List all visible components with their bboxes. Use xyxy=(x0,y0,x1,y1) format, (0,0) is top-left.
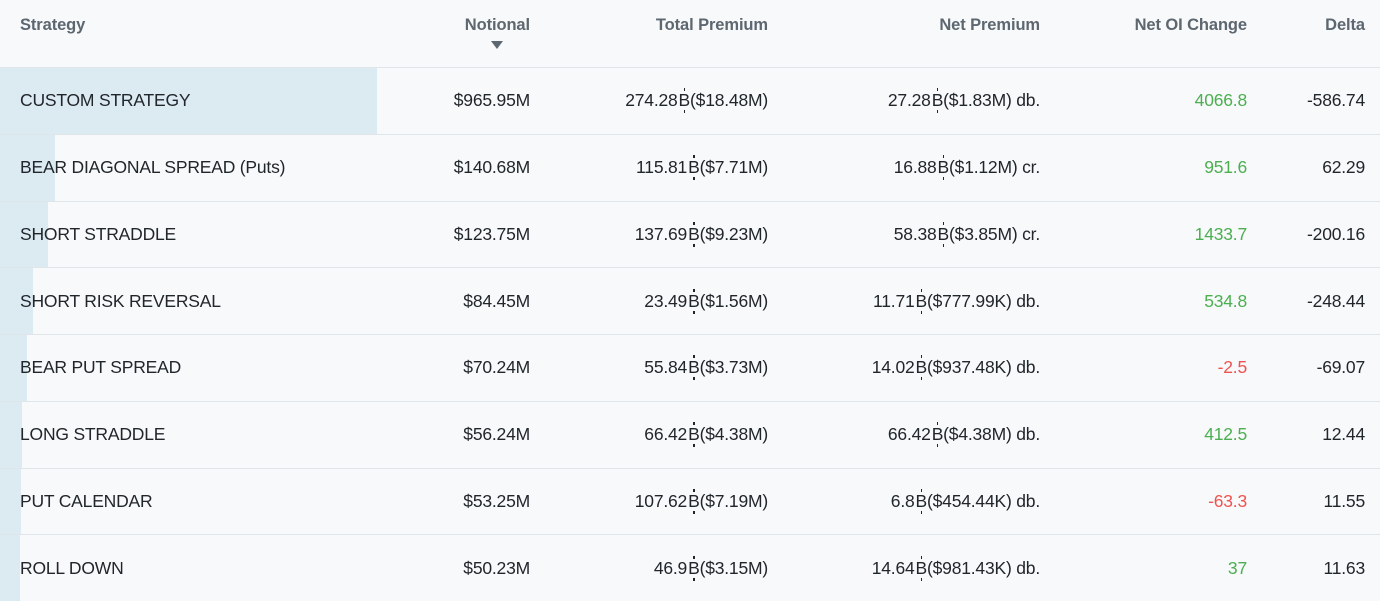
bitcoin-symbol: B xyxy=(915,555,928,581)
delta-cell: -200.16 xyxy=(1307,223,1365,244)
net-premium-cell: 58.38 B ($3.85M) cr. xyxy=(893,221,1040,247)
strategy-cell: LONG STRADDLE xyxy=(20,424,166,445)
strategy-cell: BEAR PUT SPREAD xyxy=(20,357,182,378)
net-premium-cell: 11.71 B ($777.99K) db. xyxy=(873,288,1040,314)
bitcoin-symbol: B xyxy=(688,555,700,581)
total-premium-cell: 274.28 B ($18.48M) xyxy=(625,88,768,114)
table-row[interactable]: ROLL DOWN $50.23M 46.9 B ($3.15M) 14.64 B ($9… xyxy=(0,534,1380,601)
delta-cell: 12.44 xyxy=(1322,424,1365,445)
column-header-delta[interactable]: Delta xyxy=(1247,0,1365,67)
net-premium-cell: 16.88 B ($1.12M) cr. xyxy=(893,155,1040,181)
column-header-net-oi-change[interactable]: Net OI Change xyxy=(1040,0,1247,67)
table-row[interactable]: BEAR DIAGONAL SPREAD (Puts) $140.68M 115.8… xyxy=(0,133,1380,201)
net-premium-cell: 27.28 B ($1.83M) db. xyxy=(887,88,1040,114)
delta-cell: -248.44 xyxy=(1307,290,1365,311)
bitcoin-symbol: B xyxy=(937,155,950,181)
column-header-net-oi-change-label: Net OI Change xyxy=(1134,16,1247,34)
total-premium-cell: 46.9 B ($3.15M) xyxy=(653,555,768,581)
notional-bar xyxy=(0,268,33,334)
delta-cell: 11.63 xyxy=(1323,557,1366,578)
strategy-cell: ROLL DOWN xyxy=(20,557,124,578)
column-header-notional[interactable]: Notional xyxy=(380,0,530,67)
table-row[interactable]: SHORT RISK REVERSAL $84.45M 23.49 B ($1.56M… xyxy=(0,267,1380,334)
delta-cell: 62.29 xyxy=(1322,157,1365,178)
net-premium-cell: 6.8 B ($454.44K) db. xyxy=(890,488,1040,514)
net-premium-cell: 14.64 B ($981.43K) db. xyxy=(871,555,1040,581)
bitcoin-symbol: B xyxy=(931,422,944,448)
total-premium-cell: 55.84 B ($3.73M) xyxy=(644,355,768,381)
table-row[interactable]: SHORT STRADDLE $123.75M 137.69 B ($9.23M) 58… xyxy=(0,200,1380,268)
strategy-cell: SHORT RISK REVERSAL xyxy=(20,290,221,311)
bitcoin-symbol: B xyxy=(688,155,700,181)
table-row[interactable]: BEAR PUT SPREAD $70.24M 55.84 B ($3.73M) 14.… xyxy=(0,334,1380,401)
notional-bar xyxy=(0,335,28,401)
table-row[interactable]: LONG STRADDLE $56.24M 66.42 B ($4.38M) 66.42… xyxy=(0,400,1380,468)
notional-cell: $84.45M xyxy=(463,290,530,311)
net-oi-change-cell: 951.6 xyxy=(1204,157,1247,178)
bitcoin-symbol: B xyxy=(688,488,700,514)
table-body: CUSTOM STRATEGY $965.95M 274.28 B ($18.48M)… xyxy=(0,67,1380,601)
strategy-cell: SHORT STRADDLE xyxy=(20,223,177,244)
bitcoin-symbol: B xyxy=(678,88,691,114)
column-header-total-premium[interactable]: Total Premium xyxy=(530,0,768,67)
bitcoin-symbol: B xyxy=(915,488,928,514)
notional-cell: $50.23M xyxy=(463,557,530,578)
strategy-cell: CUSTOM STRATEGY xyxy=(20,90,191,111)
bitcoin-symbol: B xyxy=(915,355,928,381)
notional-cell: $56.24M xyxy=(463,424,530,445)
net-oi-change-cell: 4066.8 xyxy=(1194,90,1248,111)
column-header-net-premium-label: Net Premium xyxy=(939,16,1040,34)
bitcoin-symbol: B xyxy=(937,221,950,247)
notional-cell: $123.75M xyxy=(453,223,530,244)
net-oi-change-cell: 1433.7 xyxy=(1194,223,1248,244)
bitcoin-symbol: B xyxy=(931,88,944,114)
notional-cell: $53.25M xyxy=(463,490,530,511)
notional-bar xyxy=(0,401,22,468)
table-row[interactable]: PUT CALENDAR $53.25M 107.62 B ($7.19M) 6.8 B … xyxy=(0,467,1380,535)
bitcoin-symbol: B xyxy=(688,288,700,314)
net-oi-change-cell: 412.5 xyxy=(1204,424,1247,445)
total-premium-cell: 107.62 B ($7.19M) xyxy=(634,488,768,514)
bitcoin-symbol: B xyxy=(915,288,928,314)
net-oi-change-cell: -63.3 xyxy=(1208,490,1247,511)
column-header-notional-label: Notional xyxy=(464,16,530,34)
sort-desc-icon xyxy=(491,41,504,49)
column-header-total-premium-label: Total Premium xyxy=(655,16,768,34)
table-row[interactable]: CUSTOM STRATEGY $965.95M 274.28 B ($18.48M)… xyxy=(0,67,1380,134)
total-premium-cell: 23.49 B ($1.56M) xyxy=(644,288,768,314)
column-header-strategy[interactable]: Strategy xyxy=(0,0,380,67)
notional-bar xyxy=(0,468,21,535)
bitcoin-symbol: B xyxy=(688,422,700,448)
delta-cell: 11.55 xyxy=(1323,490,1366,511)
notional-cell: $965.95M xyxy=(453,90,530,111)
total-premium-cell: 66.42 B ($4.38M) xyxy=(644,422,768,448)
notional-bar xyxy=(0,68,377,134)
delta-cell: -586.74 xyxy=(1307,90,1365,111)
net-oi-change-cell: 534.8 xyxy=(1204,290,1247,311)
notional-cell: $70.24M xyxy=(463,357,530,378)
notional-bar xyxy=(0,535,20,601)
net-oi-change-cell: 37 xyxy=(1227,557,1247,578)
column-header-net-premium[interactable]: Net Premium xyxy=(768,0,1040,67)
bitcoin-symbol: B xyxy=(688,221,700,247)
net-premium-cell: 66.42 B ($4.38M) db. xyxy=(887,422,1040,448)
net-premium-cell: 14.02 B ($937.48K) db. xyxy=(871,355,1040,381)
net-oi-change-cell: -2.5 xyxy=(1217,357,1248,378)
bitcoin-symbol: B xyxy=(688,355,700,381)
total-premium-cell: 137.69 B ($9.23M) xyxy=(634,221,768,247)
strategy-cell: PUT CALENDAR xyxy=(20,490,153,511)
notional-bar xyxy=(0,134,55,201)
table-header: Strategy Notional Total Premium Net Prem… xyxy=(0,0,1380,67)
column-header-strategy-label: Strategy xyxy=(20,16,86,34)
column-header-delta-label: Delta xyxy=(1325,16,1365,34)
notional-bar xyxy=(0,201,49,268)
notional-cell: $140.68M xyxy=(453,157,530,178)
total-premium-cell: 115.81 B ($7.71M) xyxy=(636,155,768,181)
strategy-cell: BEAR DIAGONAL SPREAD (Puts) xyxy=(20,157,286,178)
delta-cell: -69.07 xyxy=(1316,357,1366,378)
